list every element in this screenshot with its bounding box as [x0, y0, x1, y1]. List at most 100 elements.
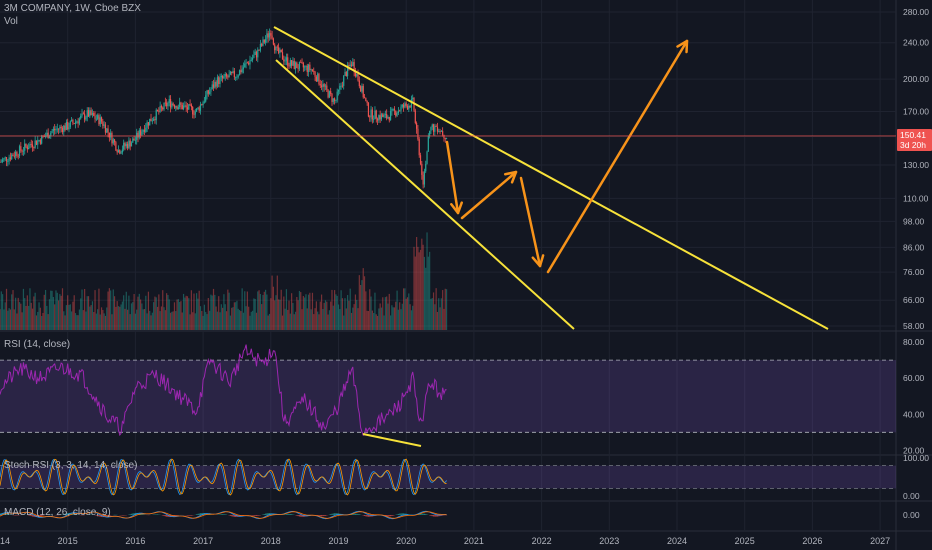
volume-bar — [149, 310, 151, 330]
candle-body — [400, 106, 402, 111]
volume-bar — [181, 312, 183, 330]
volume-bar — [138, 293, 140, 330]
candle-body — [55, 129, 57, 131]
volume-bar — [288, 300, 290, 330]
volume-bar — [241, 288, 243, 330]
volume-bar — [293, 314, 295, 330]
macd-histogram-bar — [235, 515, 237, 517]
candle-body — [212, 84, 215, 88]
volume-bar — [276, 275, 278, 330]
macd-histogram-bar — [195, 514, 198, 515]
volume-bar — [158, 294, 160, 330]
candle-body — [104, 124, 107, 133]
volume-bar — [272, 286, 275, 330]
drawing-annotations[interactable] — [273, 26, 829, 447]
volume-bar — [193, 293, 195, 330]
candle-body — [300, 62, 302, 63]
volume-bar — [419, 249, 422, 330]
candle-body — [76, 121, 78, 123]
macd-histogram-bar — [107, 515, 109, 517]
candle-body — [203, 101, 206, 103]
price-tick-label: 200.00 — [903, 74, 929, 84]
volume-bar — [50, 290, 52, 330]
candle-body — [205, 95, 207, 102]
volume-bar — [212, 288, 215, 330]
volume-bar — [370, 296, 372, 330]
candle-body — [284, 60, 286, 62]
volume-bar — [43, 294, 45, 330]
candle-body — [278, 47, 280, 53]
volume-bar — [219, 312, 221, 330]
candle-body — [31, 144, 34, 148]
candle-body — [357, 74, 359, 81]
volume-bar — [395, 301, 397, 330]
candle-body — [421, 163, 423, 175]
candle-body — [409, 105, 411, 108]
volume-bar — [54, 304, 56, 330]
volume-bar — [106, 307, 108, 330]
arrow-down-2-head — [531, 254, 545, 268]
axes: 14 2015 2016 2017 2018 2019 2020 2021 2022 2023 20… — [0, 7, 932, 546]
volume-bar — [186, 296, 189, 330]
volume-bar — [160, 306, 163, 330]
macd-histogram-bar — [42, 515, 44, 516]
macd-histogram-bar — [69, 512, 71, 515]
volume-bar — [65, 305, 67, 330]
candle-body — [50, 132, 52, 137]
volume-bar — [285, 289, 288, 330]
macd-histogram-bar — [65, 513, 67, 515]
volume-bar — [266, 294, 268, 330]
candle-body — [68, 127, 70, 130]
candle-body — [326, 85, 328, 90]
candle-body — [111, 132, 113, 144]
volume-bar — [378, 308, 380, 330]
volume-bar — [17, 297, 19, 330]
candle-body — [129, 140, 131, 147]
macd-histogram-bar — [67, 513, 69, 515]
volume-bar — [39, 307, 41, 330]
candle-body — [85, 117, 87, 120]
macd-histogram-bar — [442, 515, 444, 516]
volume-bar — [430, 298, 432, 330]
macd-histogram-bar — [324, 515, 327, 516]
candle-body — [86, 110, 88, 118]
candle-body — [386, 114, 388, 119]
volume-bar — [168, 299, 170, 330]
volume-bar — [232, 307, 234, 330]
volume-bar — [442, 290, 444, 330]
volume-bar — [89, 306, 91, 330]
x-tick-label: 2022 — [532, 536, 552, 546]
volume-bar — [242, 312, 245, 330]
candle-body — [289, 60, 291, 67]
volume-bar — [255, 312, 258, 330]
candle-body — [327, 89, 329, 98]
volume-bar — [103, 313, 105, 330]
candle-body — [304, 66, 306, 68]
volume-bar — [163, 307, 165, 330]
x-tick-label: 2016 — [125, 536, 145, 546]
volume-bar — [184, 297, 186, 330]
volume-bar — [289, 313, 291, 330]
macd-histogram-bar — [392, 515, 394, 516]
macd-histogram-bar — [358, 514, 360, 515]
candle-body — [251, 57, 254, 60]
symbol-title: 3M COMPANY, 1W, Cboe BZX — [4, 3, 141, 14]
macd-histogram-bar — [423, 513, 426, 515]
candle-body — [270, 33, 272, 36]
candle-body — [422, 174, 424, 185]
volume-bar — [373, 312, 375, 330]
macd-histogram-bar — [31, 515, 34, 517]
candle-body — [216, 77, 219, 87]
macd-histogram-bar — [130, 513, 133, 515]
candle-body — [93, 112, 95, 116]
macd-histogram-bar — [399, 513, 401, 515]
candle-body — [106, 128, 108, 133]
macd-histogram-bar — [268, 513, 271, 515]
candle-body — [315, 76, 317, 82]
volume-bar — [349, 288, 351, 330]
volume-bar — [38, 302, 40, 330]
volume-bar — [296, 296, 298, 330]
candle-body — [302, 63, 304, 68]
macd-histogram-bar — [162, 515, 164, 516]
